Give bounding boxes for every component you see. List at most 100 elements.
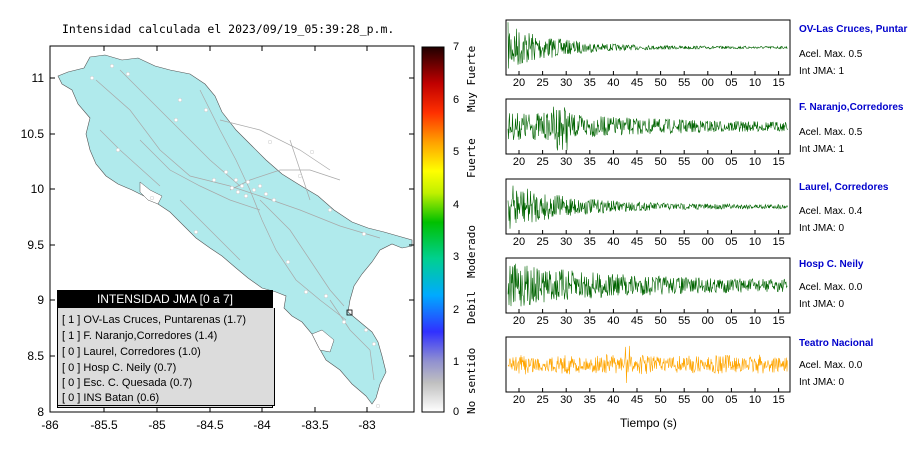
time-tick-label: 10 [748, 315, 762, 327]
colorbar-value: 0 [453, 406, 460, 418]
legend-entry: [ 0 ] INS Batan (0.6) [62, 392, 160, 404]
station-name: F. Naranjo,Corredores [799, 102, 904, 113]
colorbar-value: 4 [453, 199, 460, 211]
station-acel: Acel. Max. 0.0 [799, 282, 863, 293]
time-tick-label: 00 [701, 77, 714, 89]
event-marker [346, 309, 353, 316]
time-tick-label: 15 [772, 315, 785, 327]
time-tick-label: 30 [560, 315, 573, 327]
station-acel: Acel. Max. 0.5 [799, 49, 863, 60]
y-tick-label: 8.5 [27, 349, 44, 363]
station-markers [89, 63, 381, 409]
intensity-colorbar [421, 46, 445, 413]
time-tick-label: 15 [772, 236, 785, 248]
country-landmass [57, 54, 413, 405]
station-jma: Int JMA: 0 [799, 299, 845, 310]
time-tick-label: 05 [725, 156, 738, 168]
waveform-trace [507, 106, 788, 151]
waveform-trace [507, 22, 788, 69]
time-axis-label: Tiempo (s) [620, 416, 677, 430]
station-acel: Acel. Max. 0.4 [799, 206, 863, 217]
colorbar-value: 3 [453, 251, 460, 263]
road-network [95, 69, 381, 381]
time-tick-label: 30 [560, 394, 573, 406]
time-tick-label: 40 [607, 315, 620, 327]
y-tick-label: 11 [31, 71, 44, 85]
time-tick-label: 30 [560, 156, 573, 168]
time-tick-label: 50 [654, 236, 667, 248]
time-tick-label: 35 [583, 156, 596, 168]
time-tick-label: 45 [630, 156, 644, 168]
x-tick-label: -85 [148, 418, 166, 432]
time-tick-label: 50 [654, 394, 667, 406]
legend-title: INTENSIDAD JMA [0 a 7] [57, 290, 273, 308]
station-name: Laurel, Corredores [799, 182, 889, 193]
time-tick-label: 20 [512, 77, 526, 89]
station-jma: Int JMA: 1 [799, 66, 845, 77]
time-tick-label: 35 [583, 394, 596, 406]
time-tick-label: 40 [607, 77, 620, 89]
time-tick-label: 00 [701, 156, 714, 168]
legend-entry: [ 1 ] F. Naranjo,Corredores (1.4) [62, 330, 218, 342]
time-tick-label: 10 [748, 236, 762, 248]
waveform-frame [505, 336, 791, 393]
station-jma: Int JMA: 0 [799, 377, 845, 388]
time-tick-label: 25 [536, 77, 549, 89]
x-tick-label: -84.5 [196, 418, 224, 432]
station-acel: Acel. Max. 0.5 [799, 127, 863, 138]
x-tick-label: -84 [253, 418, 271, 432]
time-tick-label: 40 [607, 394, 620, 406]
time-tick-label: 05 [725, 315, 738, 327]
time-tick-label: 50 [654, 315, 667, 327]
time-tick-label: 50 [654, 77, 667, 89]
map-title: Intensidad calculada el 2023/09/19_05:39… [62, 22, 395, 36]
legend-body [57, 308, 275, 406]
time-tick-label: 05 [725, 236, 738, 248]
time-tick-label: 55 [678, 236, 691, 248]
time-tick-label: 20 [512, 156, 526, 168]
time-tick-label: 40 [607, 156, 620, 168]
time-tick-label: 55 [678, 77, 691, 89]
time-tick-label: 20 [512, 236, 526, 248]
legend-entry: [ 1 ] OV-Las Cruces, Puntarenas (1.7) [62, 314, 247, 326]
time-tick-label: 00 [701, 236, 714, 248]
time-tick-label: 45 [630, 315, 644, 327]
time-tick-label: 05 [725, 394, 738, 406]
time-tick-label: 30 [560, 236, 573, 248]
time-tick-label: 35 [583, 236, 596, 248]
legend-entry: [ 0 ] Hosp C. Neily (0.7) [62, 362, 177, 374]
time-tick-label: 25 [536, 315, 549, 327]
time-tick-label: 10 [748, 394, 762, 406]
time-tick-label: 45 [630, 77, 644, 89]
time-tick-label: 30 [560, 77, 573, 89]
time-tick-label: 55 [678, 394, 691, 406]
waveform-trace [507, 345, 788, 384]
time-tick-label: 35 [583, 77, 596, 89]
station-name: OV-Las Cruces, Puntar [799, 24, 908, 35]
time-tick-label: 15 [772, 156, 785, 168]
time-tick-label: 00 [701, 394, 714, 406]
legend-entry: [ 0 ] Laurel, Corredores (1.0) [62, 346, 201, 358]
legend-entry: [ 0 ] Esc. C. Quesada (0.7) [62, 377, 193, 389]
time-tick-label: 20 [512, 394, 526, 406]
time-tick-label: 25 [536, 394, 549, 406]
time-tick-label: 40 [607, 236, 620, 248]
time-tick-label: 55 [678, 156, 691, 168]
y-tick-label: 10 [30, 182, 44, 196]
time-tick-label: 00 [701, 315, 714, 327]
waveform-trace [507, 263, 788, 307]
time-tick-label: 55 [678, 315, 691, 327]
x-tick-label: -85.5 [90, 418, 118, 432]
time-tick-label: 25 [536, 156, 549, 168]
x-tick-label: -83.5 [301, 418, 329, 432]
time-tick-label: 45 [630, 236, 644, 248]
x-tick-label: -86 [41, 418, 59, 432]
colorbar-value: 1 [453, 356, 460, 368]
time-tick-label: 10 [748, 77, 762, 89]
station-name: Hosp C. Neily [799, 259, 864, 270]
station-acel: Acel. Max. 0.0 [799, 360, 863, 371]
time-tick-label: 50 [654, 156, 667, 168]
time-tick-label: 20 [512, 315, 526, 327]
y-tick-label: 9 [37, 293, 44, 307]
